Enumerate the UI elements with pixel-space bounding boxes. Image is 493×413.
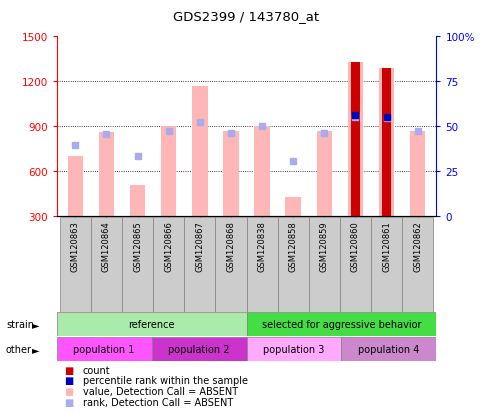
- Bar: [246, 218, 278, 312]
- Text: GSM120858: GSM120858: [289, 221, 298, 271]
- Bar: [57, 337, 152, 361]
- Text: ■: ■: [64, 365, 73, 375]
- Bar: [192, 87, 208, 217]
- Bar: [184, 218, 215, 312]
- Text: GDS2399 / 143780_at: GDS2399 / 143780_at: [174, 10, 319, 23]
- Bar: [351, 63, 360, 217]
- Text: GSM120865: GSM120865: [133, 221, 142, 271]
- Bar: [57, 313, 246, 337]
- Text: GSM120864: GSM120864: [102, 221, 111, 271]
- Text: selected for aggressive behavior: selected for aggressive behavior: [262, 320, 421, 330]
- Bar: [122, 218, 153, 312]
- Text: value, Detection Call = ABSENT: value, Detection Call = ABSENT: [83, 386, 238, 396]
- Bar: [60, 218, 91, 312]
- Bar: [348, 63, 363, 217]
- Text: ■: ■: [64, 386, 73, 396]
- Bar: [161, 127, 176, 217]
- Bar: [382, 69, 391, 217]
- Bar: [68, 157, 83, 217]
- Bar: [223, 131, 239, 217]
- Text: GSM120866: GSM120866: [164, 221, 173, 271]
- Text: ►: ►: [32, 320, 39, 330]
- Text: GSM120859: GSM120859: [320, 221, 329, 271]
- Bar: [402, 218, 433, 312]
- Bar: [153, 218, 184, 312]
- Text: population 3: population 3: [263, 344, 324, 354]
- Bar: [341, 337, 436, 361]
- Text: GSM120838: GSM120838: [257, 221, 267, 271]
- Bar: [379, 69, 394, 217]
- Text: ►: ►: [32, 344, 39, 354]
- Text: GSM120862: GSM120862: [413, 221, 422, 271]
- Bar: [410, 131, 425, 217]
- Bar: [317, 131, 332, 217]
- Bar: [309, 218, 340, 312]
- Text: reference: reference: [128, 320, 175, 330]
- Bar: [152, 337, 246, 361]
- Text: other: other: [6, 344, 32, 354]
- Bar: [99, 133, 114, 217]
- Text: count: count: [83, 365, 110, 375]
- Text: GSM120860: GSM120860: [351, 221, 360, 271]
- Bar: [91, 218, 122, 312]
- Text: GSM120868: GSM120868: [226, 221, 236, 271]
- Bar: [340, 218, 371, 312]
- Text: GSM120863: GSM120863: [71, 221, 80, 271]
- Text: population 2: population 2: [168, 344, 230, 354]
- Text: population 1: population 1: [73, 344, 135, 354]
- Bar: [246, 337, 341, 361]
- Text: strain: strain: [6, 320, 34, 330]
- Text: rank, Detection Call = ABSENT: rank, Detection Call = ABSENT: [83, 397, 233, 407]
- Text: population 4: population 4: [358, 344, 420, 354]
- Bar: [371, 218, 402, 312]
- Bar: [285, 197, 301, 217]
- Text: GSM120861: GSM120861: [382, 221, 391, 271]
- Bar: [254, 127, 270, 217]
- Bar: [278, 218, 309, 312]
- Bar: [246, 313, 436, 337]
- Bar: [130, 185, 145, 217]
- Bar: [215, 218, 246, 312]
- Text: GSM120867: GSM120867: [195, 221, 204, 271]
- Text: ■: ■: [64, 375, 73, 385]
- Text: percentile rank within the sample: percentile rank within the sample: [83, 375, 248, 385]
- Text: ■: ■: [64, 397, 73, 407]
